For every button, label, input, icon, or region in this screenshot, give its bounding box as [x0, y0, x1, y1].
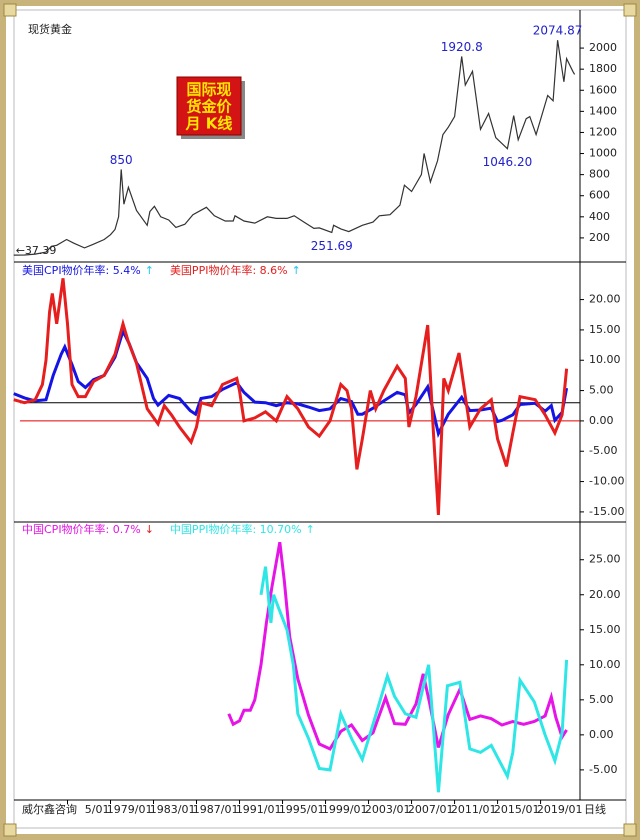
x-tick-label: 1979/01 — [107, 803, 153, 816]
y-tick-label: 400 — [589, 210, 610, 223]
x-tick-label: 2011/01 — [451, 803, 497, 816]
y-tick-label: 1800 — [589, 62, 617, 75]
period-label: 日线 — [584, 802, 606, 816]
annotation: 1046.20 — [483, 155, 533, 169]
x-tick-label: 2007/01 — [408, 803, 454, 816]
chart-title: 现货黄金 — [28, 22, 72, 36]
corner — [3, 823, 17, 837]
legend-trend: ↑ — [145, 264, 154, 277]
series-line — [13, 40, 576, 256]
y-tick-label: 20.00 — [589, 588, 621, 601]
y-tick-label: 25.00 — [589, 553, 621, 566]
series-line — [259, 566, 569, 793]
y-tick-label: 15.00 — [589, 623, 621, 636]
legend-label: 中国CPI物价年率: 0.7% — [22, 522, 141, 536]
legend-trend: ↑ — [292, 264, 301, 277]
y-tick-label: 200 — [589, 231, 610, 244]
x-tick-label: 2019/01 — [537, 803, 583, 816]
y-tick-label: 1600 — [589, 83, 617, 96]
note-text: 货金价 — [186, 98, 232, 116]
y-tick-label: 0.00 — [589, 414, 614, 427]
x-tick-label: 1999/01 — [322, 803, 368, 816]
y-tick-label: 20.00 — [589, 293, 621, 306]
legend-trend: ↑ — [306, 523, 315, 536]
y-tick-label: 10.00 — [589, 658, 621, 671]
y-tick-label: -5.00 — [589, 763, 617, 776]
annotation: 2074.87 — [533, 24, 583, 38]
x-tick-label: 1991/01 — [236, 803, 282, 816]
x-tick-label: 2003/01 — [365, 803, 411, 816]
x-tick-label: 1983/01 — [150, 803, 196, 816]
annotation: ←37.39 — [16, 244, 57, 257]
corner — [623, 823, 637, 837]
y-tick-label: 1000 — [589, 147, 617, 160]
legend-label: 美国CPI物价年率: 5.4% — [22, 263, 141, 277]
source-label: 威尔鑫咨询 — [22, 802, 77, 816]
y-tick-label: 0.00 — [589, 728, 614, 741]
y-tick-label: 1400 — [589, 104, 617, 117]
y-tick-label: -10.00 — [589, 475, 624, 488]
y-tick-label: -5.00 — [589, 444, 617, 457]
annotation: 850 — [110, 153, 133, 167]
legend-label: 中国PPI物价年率: 10.70% — [170, 522, 302, 536]
annotation: 251.69 — [311, 239, 353, 253]
y-tick-label: 5.00 — [589, 384, 614, 397]
x-tick-label: 1987/01 — [193, 803, 239, 816]
note-text: 月 K线 — [185, 115, 233, 133]
y-tick-label: 15.00 — [589, 323, 621, 336]
annotation: 1920.8 — [441, 40, 483, 54]
corner — [623, 3, 637, 17]
inner-frame — [13, 9, 627, 829]
x-tick-label: 2015/01 — [494, 803, 540, 816]
series-line — [13, 278, 569, 515]
note-text: 国际现 — [186, 81, 231, 99]
y-tick-label: 600 — [589, 189, 610, 202]
x-tick-label: 1995/01 — [279, 803, 325, 816]
y-tick-label: -15.00 — [589, 505, 624, 518]
y-tick-label: 10.00 — [589, 353, 621, 366]
legend-label: 美国PPI物价年率: 8.6% — [170, 263, 288, 277]
note-box — [176, 76, 242, 136]
legend-trend: ↓ — [145, 523, 154, 536]
y-tick-label: 1200 — [589, 125, 617, 138]
y-tick-label: 2000 — [589, 41, 617, 54]
x-tick-label: 5/01 — [85, 803, 110, 816]
y-tick-label: 800 — [589, 168, 610, 181]
corner — [3, 3, 17, 17]
y-tick-label: 5.00 — [589, 693, 614, 706]
